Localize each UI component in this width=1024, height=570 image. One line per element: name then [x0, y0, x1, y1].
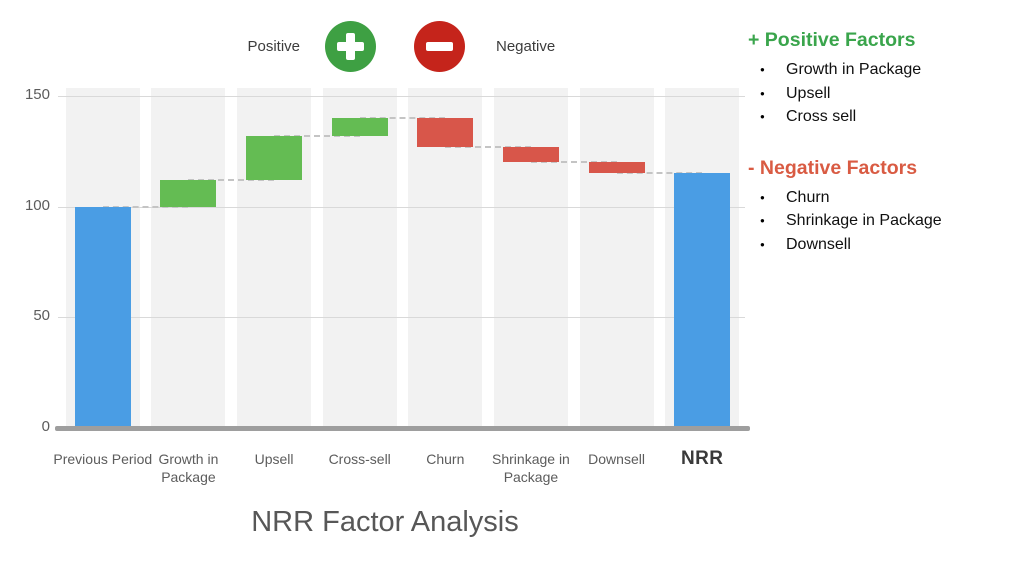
legend-negative-label: Negative: [496, 38, 556, 55]
factor-item: Shrinkage in Package: [748, 209, 1020, 233]
waterfall-bar-decrease: [588, 162, 645, 174]
factor-item: Churn: [748, 186, 1020, 210]
factor-item: Downsell: [748, 233, 1020, 257]
x-axis-label: NRR: [681, 448, 724, 469]
plus-icon: [325, 21, 376, 72]
waterfall-bar-increase: [331, 118, 388, 136]
positive-factors-title: + Positive Factors: [748, 29, 916, 51]
chart-column-band: [151, 88, 226, 428]
factor-item: Growth in Package: [748, 58, 1020, 82]
x-axis-label: Previous Period: [53, 451, 153, 467]
waterfall-bar-total: [674, 173, 731, 428]
x-axis-label: Downsell: [588, 451, 645, 467]
waterfall-bar-increase: [160, 180, 217, 207]
gridline: [58, 96, 745, 97]
x-axis-label: Churn: [426, 451, 465, 467]
connector-line: [102, 205, 189, 208]
chart-title: NRR Factor Analysis: [251, 506, 519, 538]
connector-line: [359, 117, 446, 120]
gridline: [58, 317, 745, 319]
connector-line: [445, 145, 531, 148]
legend-positive-label: Positive: [247, 38, 300, 55]
factor-item: Upsell: [748, 82, 1020, 106]
gridline: [58, 206, 745, 208]
chart-column-band: [322, 88, 397, 428]
connector-line: [530, 161, 617, 164]
y-tick-label: 100: [24, 196, 50, 214]
connector-line: [274, 134, 360, 137]
x-axis-label: Growth in Package: [158, 451, 219, 485]
x-axis-label: Shrinkage in Package: [492, 451, 570, 485]
x-axis-line: [55, 426, 750, 431]
factor-item: Cross sell: [748, 105, 1020, 129]
connector-line: [188, 179, 275, 182]
y-tick-label: 50: [33, 307, 50, 325]
minus-icon: [414, 21, 465, 72]
connector-line: [616, 172, 703, 175]
chart-column-band: [579, 88, 654, 428]
waterfall-bar-increase: [246, 135, 303, 181]
x-axis-label: Cross-sell: [328, 451, 391, 467]
negative-factors-title: - Negative Factors: [748, 156, 918, 179]
waterfall-bar-total: [74, 206, 131, 428]
waterfall-bar-decrease: [502, 146, 559, 163]
y-tick-label: 0: [41, 418, 50, 435]
x-axis-label: Upsell: [254, 451, 294, 467]
waterfall-bar-decrease: [417, 118, 474, 147]
chart-column-band: [493, 88, 568, 428]
factors-panel: + Positive Factors Growth in PackageUpse…: [748, 28, 1020, 256]
y-tick-label: 150: [24, 86, 50, 103]
